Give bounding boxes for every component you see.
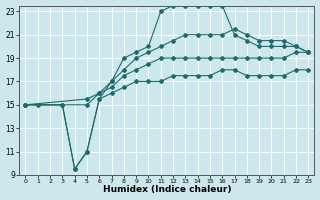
X-axis label: Humidex (Indice chaleur): Humidex (Indice chaleur) bbox=[103, 185, 231, 194]
